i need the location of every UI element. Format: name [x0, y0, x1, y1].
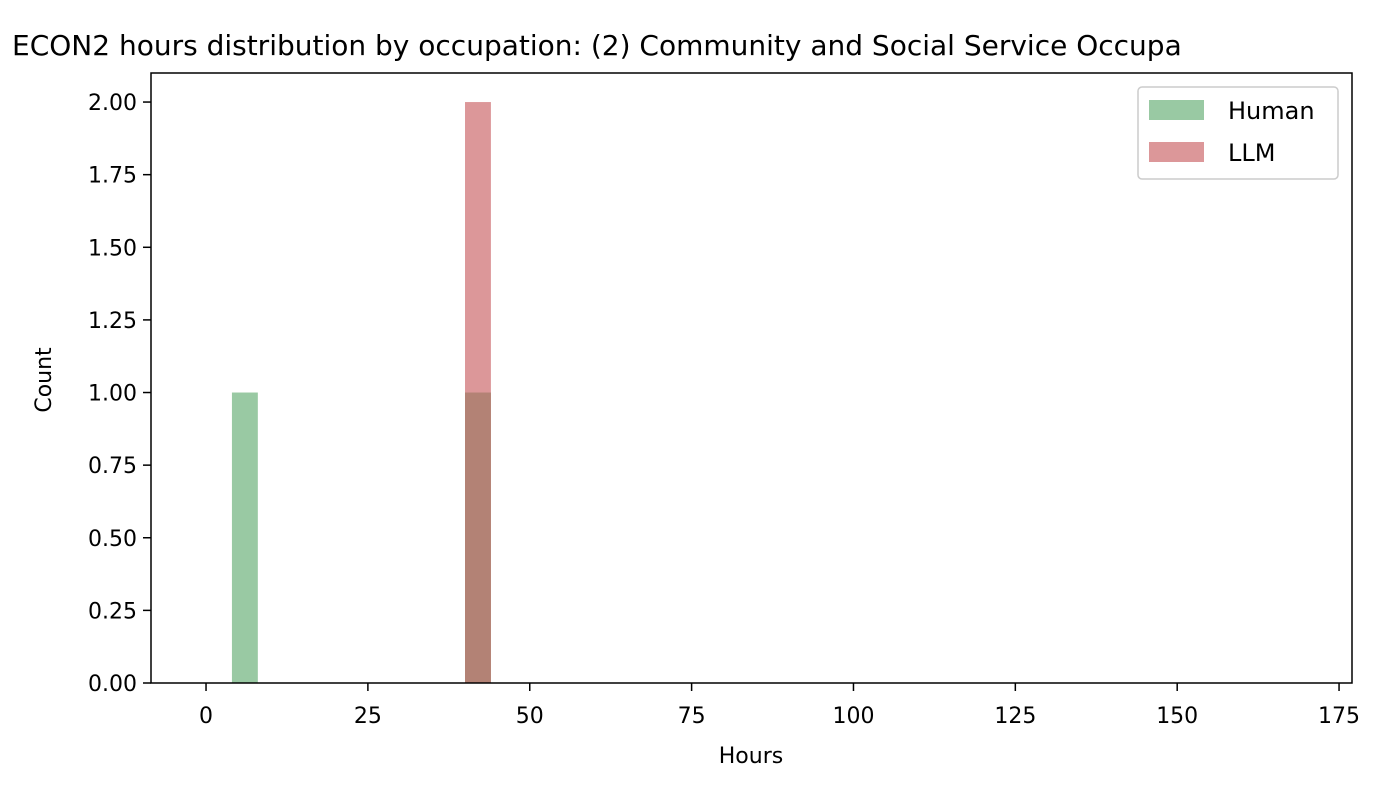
y-tick-label: 1.00 — [88, 382, 137, 407]
bar-overlap-1 — [465, 392, 491, 683]
plot-frame — [150, 72, 1353, 684]
y-tick-label: 2.00 — [88, 91, 137, 116]
x-axis-label: Hours — [719, 744, 783, 769]
legend-label-human: Human — [1228, 97, 1315, 125]
x-tick-label: 125 — [994, 704, 1036, 729]
y-tick-label: 1.75 — [88, 164, 137, 189]
x-tick-label: 0 — [199, 704, 213, 729]
y-tick-label: 0.25 — [88, 599, 137, 624]
bar-human-0 — [231, 392, 258, 683]
y-tick-label: 1.25 — [88, 309, 137, 334]
x-tick-label: 50 — [516, 704, 544, 729]
chart-title: ECON2 hours distribution by occupation: … — [12, 29, 1182, 62]
y-tick-label: 0.00 — [88, 672, 137, 697]
x-tick-label: 150 — [1156, 704, 1198, 729]
legend: Human LLM — [1137, 86, 1339, 180]
y-tick-label: 0.50 — [88, 527, 137, 552]
x-tick-label: 25 — [354, 704, 382, 729]
x-axis-ticks: 0 25 50 75 100 125 150 175 — [199, 683, 1360, 729]
x-tick-label: 75 — [678, 704, 706, 729]
x-tick-label: 175 — [1318, 704, 1360, 729]
legend-swatch-human — [1149, 100, 1204, 120]
y-tick-label: 0.75 — [88, 454, 137, 479]
legend-swatch-llm — [1149, 142, 1204, 162]
y-tick-label: 1.50 — [88, 236, 137, 261]
y-axis-ticks: 0.00 0.25 0.50 0.75 1.00 1.25 1.50 1.75 2.00 — [88, 91, 151, 697]
bars-layer — [231, 102, 491, 684]
x-tick-label: 100 — [832, 704, 874, 729]
y-axis-label: Count — [32, 347, 57, 413]
legend-label-llm: LLM — [1228, 139, 1275, 167]
